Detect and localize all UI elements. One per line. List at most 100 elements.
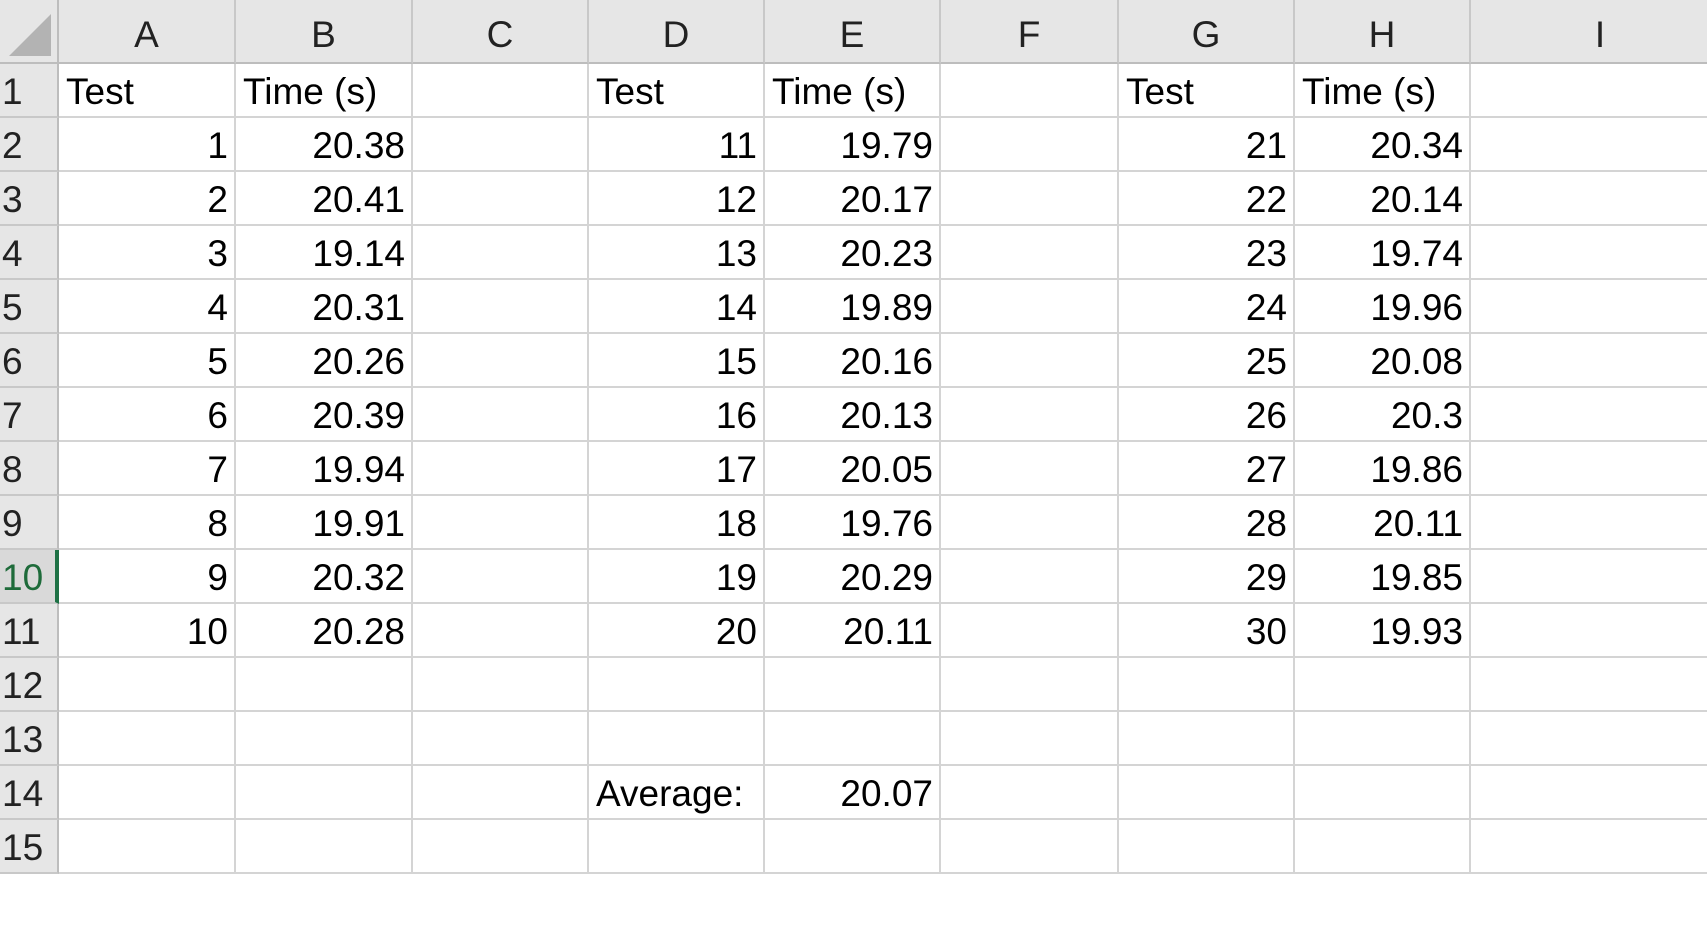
cell-c7[interactable] [413, 388, 589, 442]
cell-c2[interactable] [413, 118, 589, 172]
cell-f15[interactable] [941, 820, 1119, 874]
cell-g6[interactable]: 25 [1119, 334, 1295, 388]
cell-a11[interactable]: 10 [59, 604, 236, 658]
cell-g8[interactable]: 27 [1119, 442, 1295, 496]
cell-g1[interactable]: Test [1119, 64, 1295, 118]
cell-i3[interactable] [1471, 172, 1707, 226]
cell-h7[interactable]: 20.3 [1295, 388, 1471, 442]
cell-d8[interactable]: 17 [589, 442, 765, 496]
cell-e9[interactable]: 19.76 [765, 496, 941, 550]
cell-g14[interactable] [1119, 766, 1295, 820]
column-header-b[interactable]: B [236, 0, 413, 64]
row-header-12[interactable]: 12 [0, 658, 59, 712]
cell-e13[interactable] [765, 712, 941, 766]
cell-i8[interactable] [1471, 442, 1707, 496]
cell-d14[interactable]: Average: [589, 766, 765, 820]
cell-b9[interactable]: 19.91 [236, 496, 413, 550]
column-header-g[interactable]: G [1119, 0, 1295, 64]
cell-d10[interactable]: 19 [589, 550, 765, 604]
cell-b1[interactable]: Time (s) [236, 64, 413, 118]
row-header-6[interactable]: 6 [0, 334, 59, 388]
row-header-8[interactable]: 8 [0, 442, 59, 496]
cell-e3[interactable]: 20.17 [765, 172, 941, 226]
row-header-9[interactable]: 9 [0, 496, 59, 550]
cell-h1[interactable]: Time (s) [1295, 64, 1471, 118]
cell-c3[interactable] [413, 172, 589, 226]
cell-b6[interactable]: 20.26 [236, 334, 413, 388]
cell-f5[interactable] [941, 280, 1119, 334]
cell-f4[interactable] [941, 226, 1119, 280]
cell-f3[interactable] [941, 172, 1119, 226]
cell-c8[interactable] [413, 442, 589, 496]
cell-e5[interactable]: 19.89 [765, 280, 941, 334]
cell-f13[interactable] [941, 712, 1119, 766]
cell-c1[interactable] [413, 64, 589, 118]
cell-g15[interactable] [1119, 820, 1295, 874]
column-header-e[interactable]: E [765, 0, 941, 64]
cell-a10[interactable]: 9 [59, 550, 236, 604]
cell-a4[interactable]: 3 [59, 226, 236, 280]
cell-h12[interactable] [1295, 658, 1471, 712]
cell-i2[interactable] [1471, 118, 1707, 172]
cell-h9[interactable]: 20.11 [1295, 496, 1471, 550]
cell-e15[interactable] [765, 820, 941, 874]
cell-a7[interactable]: 6 [59, 388, 236, 442]
cell-g10[interactable]: 29 [1119, 550, 1295, 604]
cell-e1[interactable]: Time (s) [765, 64, 941, 118]
row-header-4[interactable]: 4 [0, 226, 59, 280]
cell-d2[interactable]: 11 [589, 118, 765, 172]
cell-c13[interactable] [413, 712, 589, 766]
cell-a5[interactable]: 4 [59, 280, 236, 334]
cell-d6[interactable]: 15 [589, 334, 765, 388]
cell-c12[interactable] [413, 658, 589, 712]
cell-b11[interactable]: 20.28 [236, 604, 413, 658]
cell-i11[interactable] [1471, 604, 1707, 658]
column-header-d[interactable]: D [589, 0, 765, 64]
cell-d7[interactable]: 16 [589, 388, 765, 442]
column-header-f[interactable]: F [941, 0, 1119, 64]
cell-a15[interactable] [59, 820, 236, 874]
cell-e6[interactable]: 20.16 [765, 334, 941, 388]
cell-d3[interactable]: 12 [589, 172, 765, 226]
cell-d4[interactable]: 13 [589, 226, 765, 280]
cell-c10[interactable] [413, 550, 589, 604]
cell-b3[interactable]: 20.41 [236, 172, 413, 226]
row-header-13[interactable]: 13 [0, 712, 59, 766]
cell-g9[interactable]: 28 [1119, 496, 1295, 550]
cell-a13[interactable] [59, 712, 236, 766]
cell-d5[interactable]: 14 [589, 280, 765, 334]
cell-e7[interactable]: 20.13 [765, 388, 941, 442]
cell-c9[interactable] [413, 496, 589, 550]
cell-h15[interactable] [1295, 820, 1471, 874]
cell-a9[interactable]: 8 [59, 496, 236, 550]
cell-d1[interactable]: Test [589, 64, 765, 118]
cell-i13[interactable] [1471, 712, 1707, 766]
cell-g2[interactable]: 21 [1119, 118, 1295, 172]
cell-b2[interactable]: 20.38 [236, 118, 413, 172]
column-header-h[interactable]: H [1295, 0, 1471, 64]
cell-h4[interactable]: 19.74 [1295, 226, 1471, 280]
cell-f7[interactable] [941, 388, 1119, 442]
cell-c6[interactable] [413, 334, 589, 388]
cell-b12[interactable] [236, 658, 413, 712]
cell-d13[interactable] [589, 712, 765, 766]
cell-i15[interactable] [1471, 820, 1707, 874]
row-header-2[interactable]: 2 [0, 118, 59, 172]
select-all-button[interactable] [0, 0, 59, 64]
cell-i9[interactable] [1471, 496, 1707, 550]
cell-e4[interactable]: 20.23 [765, 226, 941, 280]
row-header-1[interactable]: 1 [0, 64, 59, 118]
cell-f8[interactable] [941, 442, 1119, 496]
cell-f11[interactable] [941, 604, 1119, 658]
cell-b7[interactable]: 20.39 [236, 388, 413, 442]
cell-f2[interactable] [941, 118, 1119, 172]
row-header-11[interactable]: 11 [0, 604, 59, 658]
column-header-a[interactable]: A [59, 0, 236, 64]
cell-a1[interactable]: Test [59, 64, 236, 118]
cell-g13[interactable] [1119, 712, 1295, 766]
cell-b10[interactable]: 20.32 [236, 550, 413, 604]
row-header-10[interactable]: 10 [0, 550, 59, 604]
row-header-3[interactable]: 3 [0, 172, 59, 226]
cell-a6[interactable]: 5 [59, 334, 236, 388]
cell-i4[interactable] [1471, 226, 1707, 280]
